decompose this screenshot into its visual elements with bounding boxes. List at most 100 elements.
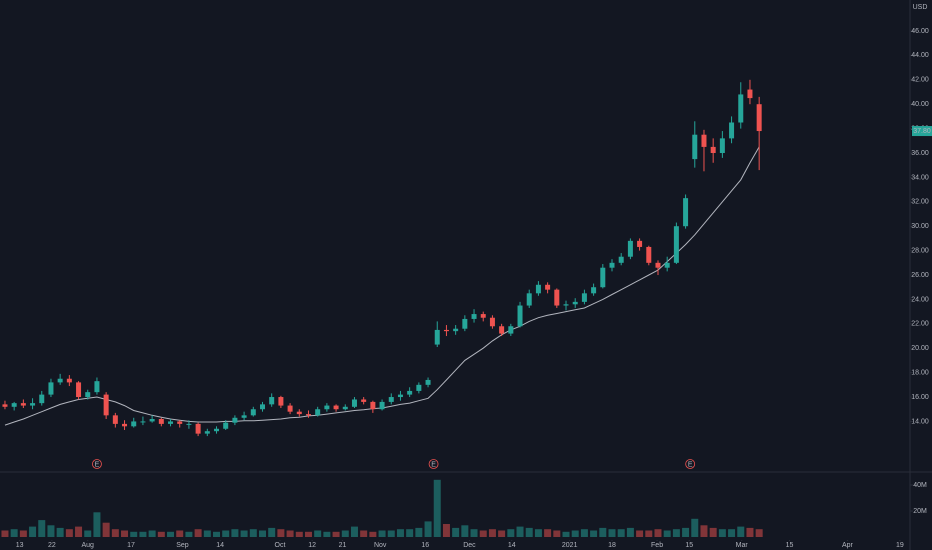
volume-bar <box>176 530 184 537</box>
candle-body <box>508 326 514 334</box>
volume-bar <box>433 479 441 537</box>
x-tick-label: 13 <box>16 542 24 549</box>
x-tick-label: 18 <box>608 542 616 549</box>
volume-bar <box>654 529 662 537</box>
candle-body <box>600 267 606 288</box>
volume-bar <box>387 530 395 537</box>
candle-body <box>526 293 532 306</box>
candle-body <box>489 317 495 327</box>
candle-body <box>315 409 321 416</box>
volume-bar <box>534 529 542 537</box>
volume-bar <box>19 530 27 537</box>
x-tick-label: Apr <box>842 542 854 549</box>
candle-body <box>214 428 220 432</box>
candle-body <box>545 284 551 290</box>
candle-body <box>204 431 210 434</box>
candle-body <box>664 262 670 268</box>
candle-body <box>20 403 26 406</box>
candle-body <box>149 418 155 422</box>
candle-body <box>517 305 523 327</box>
volume-bar <box>562 531 570 537</box>
candle-body <box>729 122 735 139</box>
candle-body <box>324 405 330 410</box>
volume-bar <box>350 526 358 537</box>
y-tick-label: 42.00 <box>911 77 929 84</box>
volume-bar <box>231 529 239 537</box>
candle-body <box>480 314 486 318</box>
y-tick-label: 34.00 <box>911 174 929 181</box>
x-tick-label: 15 <box>685 542 693 549</box>
volume-bar <box>323 531 331 537</box>
x-tick-label: 14 <box>508 542 516 549</box>
volume-bar <box>479 530 487 537</box>
volume-bar <box>286 530 294 537</box>
candle-body <box>370 401 376 410</box>
volume-bar <box>700 525 708 537</box>
y2-tick-label: 40M <box>913 482 927 489</box>
x-tick-label: 14 <box>216 542 224 549</box>
candle-body <box>738 94 744 123</box>
candle-body <box>30 403 36 406</box>
x-tick-label: 17 <box>127 542 135 549</box>
x-tick-label: 19 <box>896 542 904 549</box>
volume-bar <box>709 527 717 537</box>
volume-bar <box>167 531 175 537</box>
volume-bar <box>121 530 129 537</box>
volume-bar <box>56 527 64 537</box>
candle-body <box>2 404 8 407</box>
volume-bar <box>304 531 312 537</box>
candle-body <box>443 329 449 332</box>
volume-bar <box>452 527 460 537</box>
volume-bar <box>718 529 726 537</box>
x-tick-label: 22 <box>48 542 56 549</box>
y-tick-label: 20.00 <box>911 345 929 352</box>
volume-bar <box>608 529 616 537</box>
candle-body <box>57 378 63 383</box>
volume-bar <box>442 524 450 537</box>
earnings-label: E <box>95 461 100 468</box>
candle-body <box>646 246 652 263</box>
volume-bar <box>249 529 257 537</box>
candle-body <box>85 392 91 398</box>
volume-bar <box>93 512 101 537</box>
candle-body <box>609 262 615 268</box>
candle-body <box>186 423 192 425</box>
x-tick-label: 16 <box>421 542 429 549</box>
volume-bar <box>38 520 46 537</box>
volume-bar <box>507 529 515 537</box>
candle-body <box>637 240 643 247</box>
candle-body <box>407 390 413 395</box>
volume-bar <box>737 526 745 537</box>
candle-body <box>48 382 54 395</box>
volume-bar <box>111 529 119 537</box>
candle-body <box>747 89 753 99</box>
candle-body <box>140 421 146 423</box>
volume-bar <box>47 525 55 537</box>
volume-bar <box>314 530 322 537</box>
volume-bar <box>332 531 340 537</box>
candle-body <box>122 423 128 427</box>
earnings-marker <box>92 459 102 469</box>
candle-body <box>269 397 275 405</box>
candle-body <box>453 328 459 332</box>
candle-body <box>591 287 597 294</box>
candle-body <box>94 381 100 393</box>
volume-bar <box>277 529 285 537</box>
volume-bar <box>369 531 377 537</box>
earnings-label: E <box>431 461 436 468</box>
candle-body <box>462 318 468 329</box>
volume-bar <box>553 530 561 537</box>
candle-body <box>535 284 541 294</box>
y-tick-label: 40.00 <box>911 101 929 108</box>
candle-body <box>471 314 477 319</box>
earnings-marker <box>685 459 696 469</box>
volume-bar <box>29 526 37 537</box>
last-price-label: 37.80 <box>913 128 931 135</box>
candle-body <box>241 415 247 418</box>
volume-bar <box>746 527 754 537</box>
candle-body <box>278 397 284 406</box>
candle-body <box>673 226 679 263</box>
y-tick-label: 16.00 <box>911 394 929 401</box>
volume-bar <box>194 529 202 537</box>
candle-body <box>103 394 109 416</box>
